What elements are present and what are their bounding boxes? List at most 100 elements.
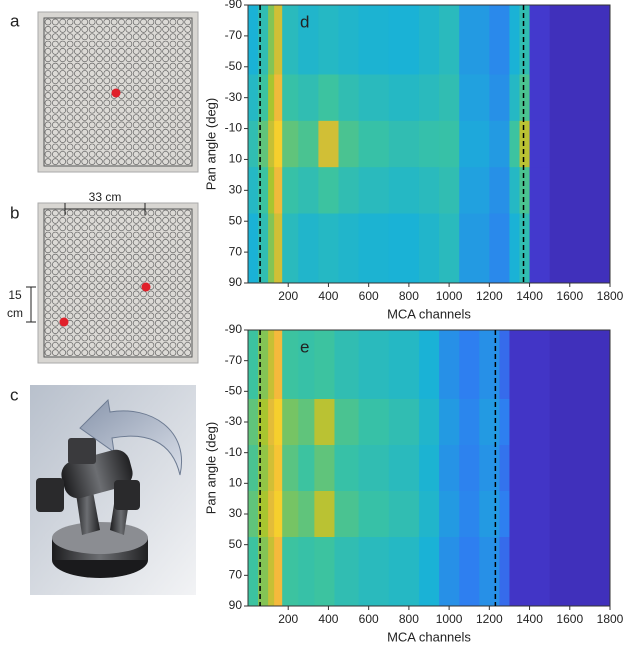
hole <box>88 18 96 26</box>
hole <box>44 349 52 356</box>
heat-cell <box>418 330 440 400</box>
hole <box>59 136 67 143</box>
heat-cell <box>459 399 480 446</box>
hole <box>103 253 111 261</box>
hole <box>184 70 191 77</box>
hole <box>147 62 155 70</box>
hole <box>147 275 155 283</box>
hole <box>59 217 67 224</box>
hole <box>169 290 177 298</box>
hole <box>51 305 59 312</box>
y-tick-label: -30 <box>225 90 243 104</box>
hole <box>162 143 169 151</box>
y-tick-label: -50 <box>225 384 243 398</box>
hole <box>66 217 74 224</box>
hole <box>147 40 155 48</box>
hole <box>103 261 111 268</box>
dimension-width: 33 cm <box>64 190 146 215</box>
hole <box>110 128 118 136</box>
hole <box>118 349 125 356</box>
hole <box>132 121 140 129</box>
hole <box>103 128 111 136</box>
hole <box>88 62 96 70</box>
heat-cell <box>519 120 531 168</box>
heat-cell <box>549 330 611 400</box>
hole <box>154 84 162 92</box>
heat-cell <box>388 167 420 214</box>
hole <box>154 62 162 70</box>
heat-cell <box>549 5 611 75</box>
panel-label: b <box>10 203 19 222</box>
hole <box>176 334 184 342</box>
hole <box>59 143 67 151</box>
hole <box>132 341 140 349</box>
hole <box>59 268 67 276</box>
hole <box>169 349 177 356</box>
hole <box>81 40 89 48</box>
hole <box>154 334 162 342</box>
hole <box>118 217 125 224</box>
hole <box>125 312 133 320</box>
hole <box>88 275 96 283</box>
x-tick-label: 1400 <box>516 612 543 626</box>
hole <box>59 26 67 33</box>
hole <box>44 224 52 232</box>
heat-cell <box>338 167 360 214</box>
hole <box>169 312 177 320</box>
hole <box>51 99 59 107</box>
hole <box>140 334 147 342</box>
hole <box>103 48 111 55</box>
hole <box>110 62 118 70</box>
hole <box>103 275 111 283</box>
hole <box>96 334 103 342</box>
hole <box>96 231 103 239</box>
hole <box>176 62 184 70</box>
heat-cell <box>549 213 611 284</box>
hole <box>176 275 184 283</box>
hole <box>169 136 177 143</box>
hole <box>132 290 140 298</box>
hole <box>51 114 59 121</box>
heat-cell <box>298 445 315 492</box>
hole <box>140 70 147 77</box>
heat-cell <box>282 330 299 400</box>
hole <box>140 121 147 129</box>
hole <box>162 92 169 99</box>
hole <box>140 150 147 158</box>
hole <box>118 77 125 85</box>
hole <box>66 290 74 298</box>
hole <box>103 209 111 217</box>
hole <box>176 283 184 290</box>
hole <box>44 106 52 114</box>
hole <box>88 283 96 290</box>
hole <box>118 136 125 143</box>
hole <box>103 217 111 224</box>
hole <box>176 33 184 41</box>
hole <box>140 114 147 121</box>
hole <box>176 312 184 320</box>
hole <box>96 143 103 151</box>
hole <box>184 312 191 320</box>
heat-cell <box>268 5 275 75</box>
hole <box>147 349 155 356</box>
hole <box>51 121 59 129</box>
heat-cell <box>388 213 420 284</box>
hole <box>51 312 59 320</box>
hole <box>184 143 191 151</box>
hole <box>96 128 103 136</box>
heat-cell <box>388 330 420 400</box>
hole <box>44 209 52 217</box>
heat-cell <box>314 399 335 446</box>
hole <box>184 128 191 136</box>
hole <box>125 136 133 143</box>
hole <box>81 136 89 143</box>
hole <box>51 319 59 327</box>
heat-cell <box>318 120 339 168</box>
hole <box>51 128 59 136</box>
hole <box>125 349 133 356</box>
hole <box>81 84 89 92</box>
heat-cell <box>338 5 360 75</box>
hole <box>140 305 147 312</box>
hole <box>44 92 52 99</box>
heat-cell <box>358 445 390 492</box>
